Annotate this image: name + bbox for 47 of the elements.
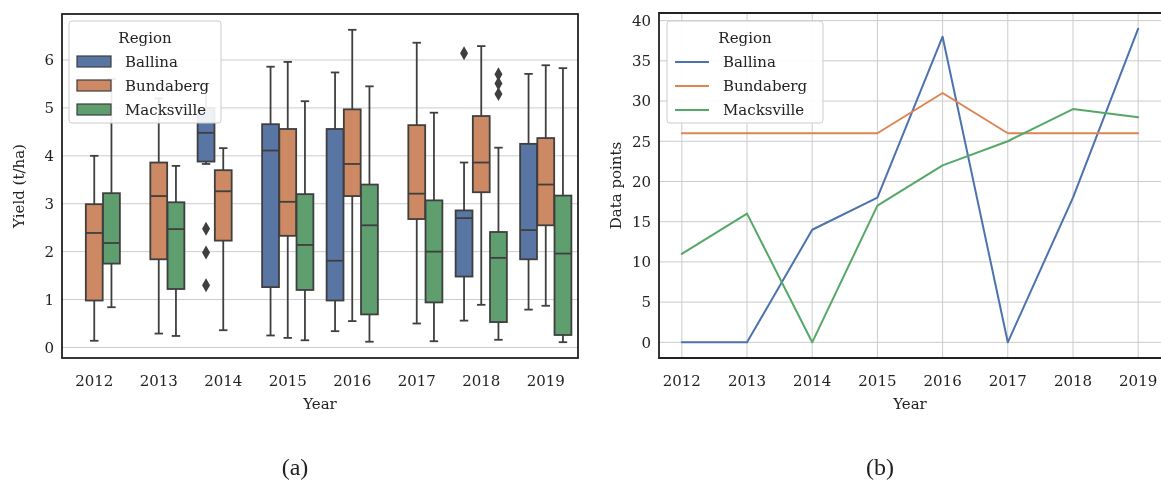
legend-title: Region bbox=[118, 29, 172, 47]
y-tick-label: 30 bbox=[631, 92, 651, 111]
x-tick-label: 2014 bbox=[204, 372, 243, 390]
legend-label: Ballina bbox=[125, 53, 179, 71]
y-tick-label: 3 bbox=[44, 194, 54, 213]
legend-label: Ballina bbox=[723, 53, 777, 71]
x-tick-label: 2017 bbox=[397, 372, 436, 390]
x-tick-label: 2013 bbox=[727, 372, 767, 390]
x-tick-label: 2018 bbox=[462, 372, 501, 390]
y-tick-label: 5 bbox=[641, 293, 651, 312]
text: (a) bbox=[281, 454, 309, 480]
x-tick-label: 2016 bbox=[333, 372, 372, 390]
y-tick-label: 2 bbox=[44, 242, 54, 261]
x-axis-title: Year bbox=[892, 395, 928, 413]
legend-label: Bundaberg bbox=[723, 77, 808, 95]
y-axis-title: Yield (t/ha) bbox=[10, 144, 28, 229]
x-tick-label: 2012 bbox=[662, 372, 701, 390]
y-tick-label: 35 bbox=[631, 52, 651, 71]
y-tick-label: 40 bbox=[631, 11, 651, 30]
y-tick-label: 0 bbox=[44, 338, 54, 357]
x-tick-label: 2015 bbox=[268, 372, 307, 390]
x-axis-title: Year bbox=[302, 395, 338, 413]
x-tick-label: 2016 bbox=[923, 372, 962, 390]
y-tick-label: 4 bbox=[44, 147, 54, 166]
x-tick-label: 2019 bbox=[1119, 372, 1158, 390]
x-tick-label: 2017 bbox=[988, 372, 1027, 390]
legend-label: Macksville bbox=[723, 101, 805, 119]
legend-label: Bundaberg bbox=[125, 77, 210, 95]
y-tick-label: 25 bbox=[631, 132, 651, 151]
x-tick-label: 2013 bbox=[139, 372, 178, 390]
y-tick-label: 15 bbox=[631, 212, 651, 231]
y-tick-label: 0 bbox=[641, 333, 651, 352]
y-tick-label: 5 bbox=[44, 99, 54, 118]
y-tick-label: 6 bbox=[44, 51, 54, 70]
y-axis-title: Data points bbox=[607, 141, 625, 230]
x-tick-label: 2018 bbox=[1053, 372, 1093, 390]
x-tick-label: 2015 bbox=[858, 372, 897, 390]
x-tick-label: 2014 bbox=[793, 372, 832, 390]
y-tick-label: 20 bbox=[631, 172, 651, 191]
text: (b) bbox=[866, 454, 894, 480]
legend-label: Macksville bbox=[125, 101, 207, 119]
y-tick-label: 1 bbox=[44, 290, 54, 309]
legend-title: Region bbox=[718, 29, 772, 47]
x-tick-label: 2019 bbox=[526, 372, 565, 390]
line-series bbox=[680, 27, 1140, 344]
x-tick-label: 2012 bbox=[75, 372, 114, 390]
y-tick-label: 10 bbox=[631, 253, 651, 272]
